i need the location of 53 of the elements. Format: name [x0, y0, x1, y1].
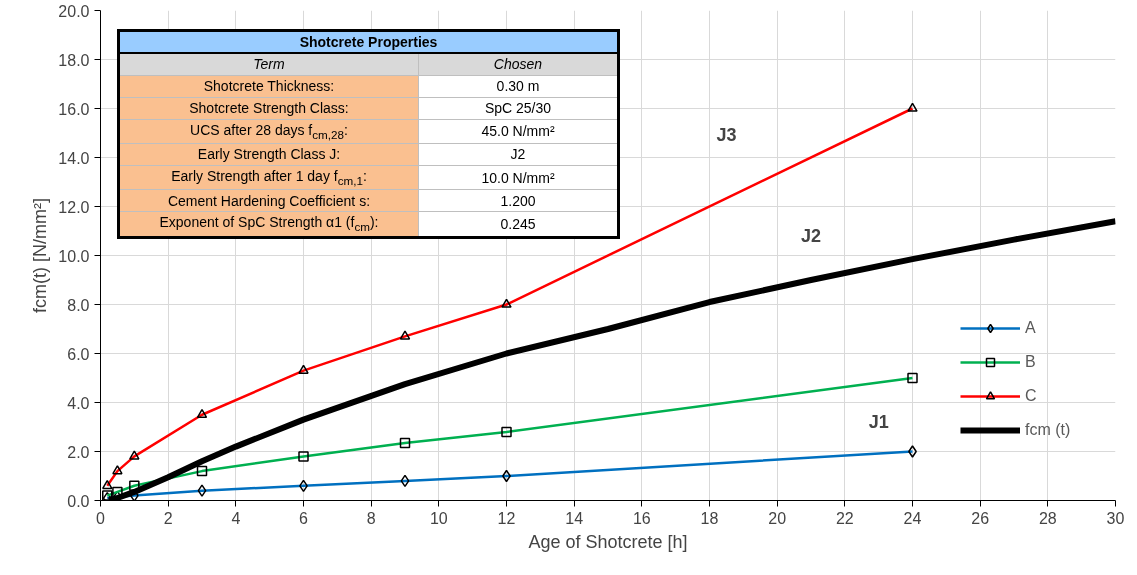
y-tick-label: 20.0	[58, 2, 90, 20]
y-axis-title: fcm(t) [N/mm²]	[30, 198, 51, 313]
x-tick-label: 22	[835, 509, 854, 527]
y-tick-label: 18.0	[58, 51, 90, 69]
x-tick-label: 30	[1106, 509, 1125, 527]
legend-label: C	[1025, 387, 1038, 405]
x-tick-label: 2	[163, 509, 173, 527]
y-tick-label: 12.0	[58, 198, 90, 216]
annotation: Shotcrete Properties	[118, 30, 619, 53]
y-tick-label: 0.0	[67, 492, 90, 510]
x-tick-label: 28	[1038, 509, 1057, 527]
legend-label: fcm (t)	[1025, 421, 1071, 439]
y-tick-label: 8.0	[67, 296, 90, 314]
x-tick-label: 10	[429, 509, 448, 527]
y-tick-label: 16.0	[58, 100, 90, 118]
annotation: J2	[418, 143, 619, 166]
x-tick-label: 16	[632, 509, 651, 527]
annotation: J2	[800, 225, 822, 246]
annotation: Cement Hardening Coefficient s:	[118, 189, 419, 212]
annotation: Shotcrete Thickness:	[118, 75, 419, 97]
annotation: J3	[716, 125, 737, 146]
x-tick-label: 12	[497, 509, 516, 527]
x-tick-label: 26	[971, 509, 990, 527]
y-tick-label: 2.0	[67, 443, 90, 461]
y-tick-label: 14.0	[58, 149, 90, 167]
y-tick-label: 10.0	[58, 247, 90, 265]
annotation: Early Strength after 1 day f$_{cm,1}$:	[118, 165, 419, 190]
x-axis-title: Age of Shotcrete [h]	[528, 531, 688, 552]
y-tick-label: 4.0	[67, 394, 90, 412]
annotation: Term	[118, 53, 419, 75]
legend-label: A	[1025, 319, 1037, 337]
annotation: Chosen	[418, 53, 619, 75]
annotation: J1	[868, 412, 889, 433]
annotation: 10.0 N/mm²	[418, 165, 619, 190]
x-tick-label: 14	[565, 509, 584, 527]
x-tick-label: 24	[903, 509, 922, 527]
annotation: Shotcrete Strength Class:	[118, 97, 419, 119]
y-tick-label: 6.0	[67, 345, 90, 363]
x-tick-label: 4	[231, 509, 241, 527]
annotation: 45.0 N/mm²	[418, 119, 619, 144]
annotation: 0.30 m	[418, 75, 619, 97]
x-tick-label: 8	[366, 509, 376, 527]
legend-label: B	[1025, 353, 1037, 371]
x-tick-label: 0	[96, 509, 106, 527]
x-tick-label: 20	[768, 509, 787, 527]
annotation: 1.200	[418, 189, 619, 212]
annotation: 0.245	[418, 211, 619, 238]
annotation: Exponent of SpC Strength α1 (f$_{cm}$):	[118, 211, 419, 238]
annotation: SpC 25/30	[418, 97, 619, 119]
annotation: UCS after 28 days f$_{cm,28}$:	[118, 119, 419, 144]
x-tick-label: 6	[299, 509, 309, 527]
annotation: Early Strength Class J:	[118, 143, 419, 166]
x-tick-label: 18	[700, 509, 719, 527]
